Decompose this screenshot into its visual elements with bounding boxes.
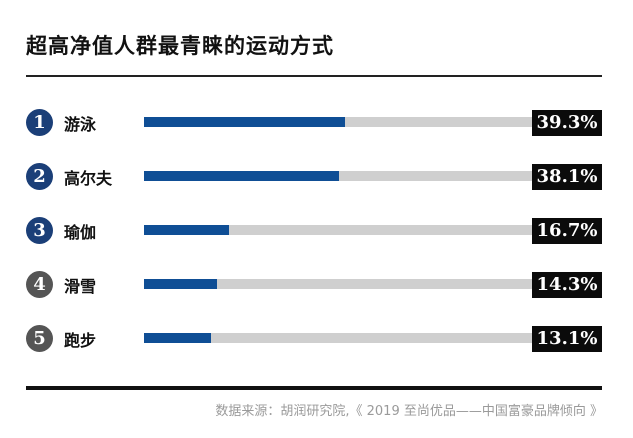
bar-row: 5 跑步 13.1% bbox=[26, 324, 602, 354]
bar-row: 1 游泳 39.3% bbox=[26, 108, 602, 138]
top-divider bbox=[26, 75, 602, 77]
category-label: 瑜伽 bbox=[64, 223, 97, 242]
value-label: 14.3% bbox=[532, 272, 602, 298]
bar-row: 3 瑜伽 16.7% bbox=[26, 216, 602, 246]
bar-row: 4 滑雪 14.3% bbox=[26, 270, 602, 300]
bar-row: 2 高尔夫 38.1% bbox=[26, 162, 602, 192]
bottom-divider bbox=[26, 386, 602, 390]
rank-badge: 2 bbox=[26, 163, 53, 190]
bar bbox=[144, 225, 230, 235]
bar-track bbox=[144, 117, 532, 127]
value-label: 16.7% bbox=[532, 218, 602, 244]
source-note: 数据来源：胡润研究院,《 2019 至尚优品——中国富豪品牌倾向 》 bbox=[215, 404, 603, 419]
value-label: 39.3% bbox=[532, 110, 602, 136]
chart-title: 超高净值人群最青睐的运动方式 bbox=[26, 34, 334, 58]
bar bbox=[144, 333, 211, 343]
bar-track bbox=[144, 171, 532, 181]
category-label: 滑雪 bbox=[64, 277, 97, 296]
bar bbox=[144, 117, 345, 127]
category-label: 跑步 bbox=[64, 331, 97, 350]
bar bbox=[144, 279, 217, 289]
rank-badge: 3 bbox=[26, 217, 53, 244]
bar-track bbox=[144, 333, 532, 343]
category-label: 高尔夫 bbox=[64, 169, 113, 188]
bar-track bbox=[144, 225, 532, 235]
rank-badge: 1 bbox=[26, 109, 53, 136]
rank-badge: 5 bbox=[26, 325, 53, 352]
category-label: 游泳 bbox=[64, 115, 97, 134]
bar bbox=[144, 171, 339, 181]
value-label: 13.1% bbox=[532, 326, 602, 352]
rank-badge: 4 bbox=[26, 271, 53, 298]
bar-track bbox=[144, 279, 532, 289]
value-label: 38.1% bbox=[532, 164, 602, 190]
